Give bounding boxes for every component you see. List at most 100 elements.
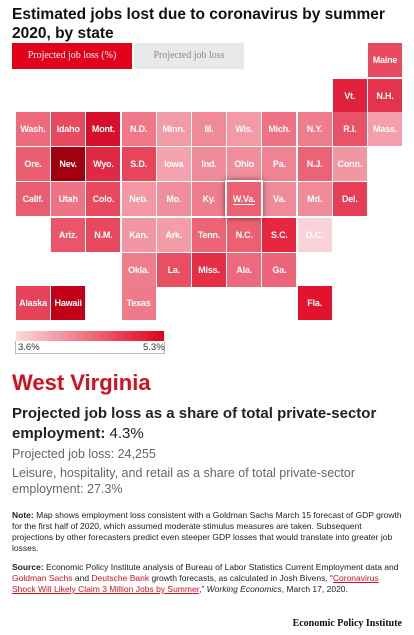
state-tile-neb[interactable]: Neb.: [121, 182, 156, 216]
state-tile-ala[interactable]: Ala.: [227, 253, 262, 287]
legend-max-label: 5.3%: [143, 342, 165, 353]
state-tile-nev[interactable]: Nev.: [51, 147, 86, 181]
state-tile-ore[interactable]: Ore.: [16, 147, 50, 181]
tab-projected-job-loss-percent[interactable]: Projected job loss (%): [12, 43, 132, 69]
tab-projected-job-loss[interactable]: Projected job loss: [134, 43, 244, 69]
state-tile-texas[interactable]: Texas: [121, 286, 156, 320]
state-tile-n-y[interactable]: N.Y.: [297, 112, 332, 146]
state-tile-idaho[interactable]: Idaho: [51, 112, 86, 146]
state-tile-minn[interactable]: Minn.: [156, 112, 191, 146]
state-tile-wyo[interactable]: Wyo.: [86, 147, 121, 181]
state-tile-utah[interactable]: Utah: [51, 182, 86, 216]
state-tile-wash[interactable]: Wash.: [16, 112, 50, 146]
state-tile-r-i[interactable]: R.I.: [332, 112, 367, 146]
state-tile-hawaii[interactable]: Hawaii: [51, 286, 86, 320]
source-label: Source:: [12, 562, 44, 572]
state-tile-colo[interactable]: Colo.: [86, 182, 121, 216]
selected-state-name: West Virginia: [12, 370, 151, 395]
state-tile-label: Ark.: [165, 230, 183, 240]
state-tile-wis[interactable]: Wis.: [227, 112, 262, 146]
legend-gradient: [16, 331, 164, 341]
source-part-5: , March 17, 2020.: [281, 584, 348, 594]
state-tile-mich[interactable]: Mich.: [262, 112, 297, 146]
state-tile-label: Ky.: [202, 194, 216, 204]
state-tile-mont[interactable]: Mont.: [86, 112, 121, 146]
state-tile-label: Mont.: [91, 124, 115, 134]
state-tile-fla[interactable]: Fla.: [297, 286, 332, 320]
deutsche-bank-link[interactable]: Deutsche Bank: [91, 573, 150, 583]
epi-logo: Economic Policy Institute: [292, 618, 402, 629]
state-tile-mo[interactable]: Mo.: [156, 182, 191, 216]
state-tile-ariz[interactable]: Ariz.: [51, 218, 86, 252]
state-tile-va[interactable]: Va.: [262, 182, 297, 216]
state-tile-label: Ala.: [236, 265, 253, 275]
state-tile-s-c[interactable]: S.C.: [262, 218, 297, 252]
state-tile-label: Wash.: [20, 124, 46, 134]
state-tile-ohio[interactable]: Ohio: [227, 147, 262, 181]
state-tile-label: N.Y.: [306, 124, 323, 134]
state-tile-maine[interactable]: Maine: [368, 43, 402, 77]
state-tile-la[interactable]: La.: [156, 253, 191, 287]
state-tile-label: Vt.: [344, 91, 356, 101]
state-tile-ill[interactable]: Ill.: [192, 112, 226, 146]
note-label: Note:: [12, 510, 34, 520]
state-tile-map: Maine Vt. N.H. Wash. Idaho Mont. N.D. Minn. Ill.…: [16, 43, 402, 320]
state-tile-conn[interactable]: Conn.: [332, 147, 367, 181]
state-tile-n-m[interactable]: N.M.: [86, 218, 121, 252]
state-tile-label: Ill.: [204, 124, 214, 134]
state-tile-iowa[interactable]: Iowa: [156, 147, 191, 181]
state-tile-del[interactable]: Del.: [332, 182, 367, 216]
state-tile-label: Fla.: [307, 298, 322, 308]
state-tile-label: Nev.: [59, 159, 77, 169]
state-tile-calif[interactable]: Calif.: [16, 182, 50, 216]
state-tile-alaska[interactable]: Alaska: [16, 286, 50, 320]
state-tile-label: Minn.: [162, 124, 186, 134]
state-tile-label: Tenn.: [197, 230, 221, 240]
state-tile-md[interactable]: Md.: [297, 182, 332, 216]
state-tile-label: Mich.: [268, 124, 291, 134]
state-tile-ga[interactable]: Ga.: [262, 253, 297, 287]
state-tile-kan[interactable]: Kan.: [121, 218, 156, 252]
state-tile-w-va[interactable]: W.Va.: [225, 180, 264, 218]
bivens-article-link[interactable]: Coronavirus Shock Will Likely Claim 3 Mi…: [12, 573, 379, 594]
state-tile-pa[interactable]: Pa.: [262, 147, 297, 181]
state-tile-label: Ohio: [234, 159, 255, 169]
state-tile-ky[interactable]: Ky.: [192, 182, 226, 216]
state-tile-label: Va.: [273, 194, 286, 204]
state-tile-n-d[interactable]: N.D.: [121, 112, 156, 146]
state-tile-ark[interactable]: Ark.: [156, 218, 191, 252]
state-tile-tenn[interactable]: Tenn.: [192, 218, 226, 252]
state-tile-label: Ga.: [272, 265, 287, 275]
source-part-2: and: [74, 573, 90, 583]
state-tile-label: N.M.: [94, 230, 113, 240]
state-tile-label: La.: [167, 265, 181, 275]
state-tile-label: Texas: [126, 298, 151, 308]
state-tile-label: W.Va.: [232, 194, 256, 205]
state-tile-mass[interactable]: Mass.: [368, 112, 402, 146]
state-tile-label: Ore.: [24, 159, 42, 169]
job-loss-share: Projected job loss as a share of total p…: [12, 404, 404, 444]
journal-name: Working Economics: [206, 584, 282, 594]
state-tile-okla[interactable]: Okla.: [121, 253, 156, 287]
state-tile-label: Iowa: [164, 159, 184, 169]
state-tile-label: Wis.: [235, 124, 253, 134]
state-tile-label: N.H.: [376, 91, 394, 101]
state-tile-n-c[interactable]: N.C.: [227, 218, 262, 252]
state-tile-label: R.I.: [343, 124, 357, 134]
state-tile-miss[interactable]: Miss.: [192, 253, 226, 287]
state-tile-vt[interactable]: Vt.: [332, 79, 367, 113]
goldman-sachs-link[interactable]: Goldman Sachs: [12, 573, 73, 583]
source-part-3: growth forecasts, as calculated in Josh …: [151, 573, 333, 583]
metric-value: 4.3%: [109, 425, 144, 442]
state-tile-n-j[interactable]: N.J.: [297, 147, 332, 181]
state-tile-label: Mass.: [372, 124, 397, 134]
state-tile-label: Md.: [307, 194, 323, 204]
state-tile-n-h[interactable]: N.H.: [368, 79, 402, 113]
state-tile-label: Miss.: [198, 265, 220, 275]
state-tile-ind[interactable]: Ind.: [192, 147, 226, 181]
state-tile-s-d[interactable]: S.D.: [121, 147, 156, 181]
state-tile-label: Del.: [341, 194, 358, 204]
state-tile-d-c[interactable]: D.C.: [297, 218, 332, 252]
state-tile-label: Hawaii: [54, 298, 83, 308]
state-tile-label: N.C.: [235, 230, 253, 240]
